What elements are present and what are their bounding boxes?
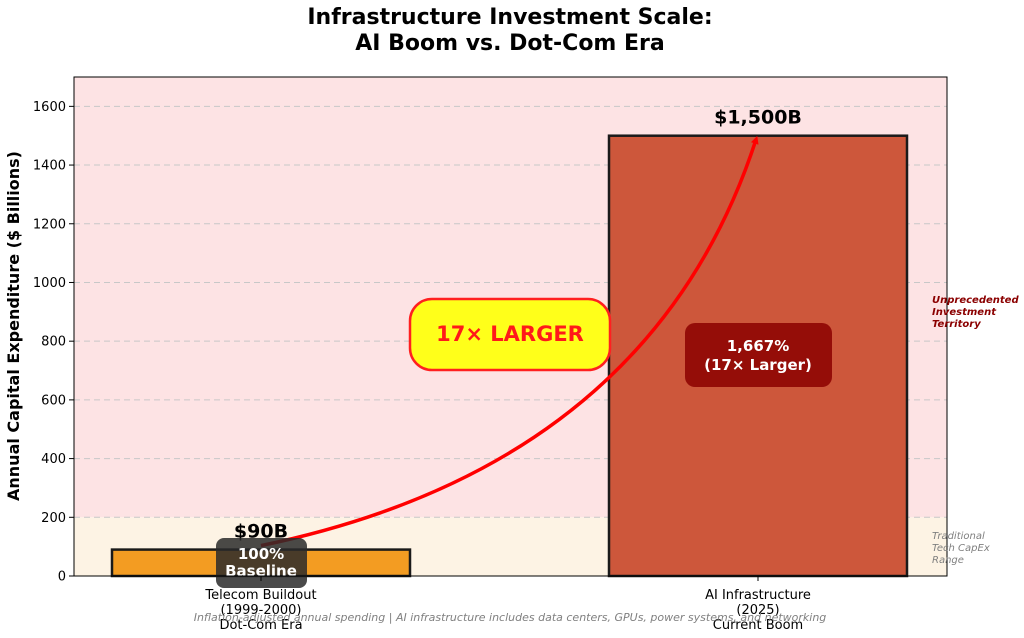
y-tick-label: 1200 xyxy=(33,217,66,232)
x-tick-label-1-line-0: AI Infrastructure xyxy=(705,588,811,603)
callout-text: 17× LARGER xyxy=(436,322,584,346)
chart-title-line-2: AI Boom vs. Dot-Com Era xyxy=(355,31,665,56)
y-tick-label: 0 xyxy=(58,570,66,585)
x-tick-label-1-line-1: (2025) xyxy=(736,603,779,618)
y-axis: 0 200 400 600 800 1000 1200 1400 1600 xyxy=(33,100,74,585)
y-axis-label: Annual Capital Expenditure ($ Billions) xyxy=(4,151,23,501)
inbar-label-1-line-1: 1,667% xyxy=(727,337,789,355)
x-tick-label-0-line-1: (1999-2000) xyxy=(220,603,301,618)
y-tick-label: 400 xyxy=(41,452,66,467)
band-note-unprecedented-line-2: Territory xyxy=(932,319,981,330)
band-note-traditional-line-1: Tech CapEx xyxy=(932,543,990,554)
plot-frame xyxy=(73,76,948,577)
growth-arrow xyxy=(260,135,759,548)
footer-note: Inflation-adjusted annual spending | AI … xyxy=(194,611,827,624)
x-tick-label-1-line-2: Current Boom xyxy=(713,618,803,633)
growth-arrow-path xyxy=(260,135,759,548)
x-axis: Telecom Buildout(1999-2000)Dot-Com Era AI… xyxy=(204,576,811,633)
y-tick-label: 200 xyxy=(41,511,66,526)
y-tick-label: 1000 xyxy=(33,276,66,291)
inbar-label-0-line-1: 100% xyxy=(238,545,284,563)
callout-box xyxy=(408,297,612,372)
gridlines xyxy=(74,105,947,518)
y-tick-label: 1400 xyxy=(33,159,66,174)
band-note-traditional-line-2: Range xyxy=(932,555,964,566)
inbar-label-1-line-2: (17× Larger) xyxy=(704,356,812,374)
chart-title-line-1: Infrastructure Investment Scale: xyxy=(307,5,712,30)
y-tick-label: 1600 xyxy=(33,100,66,115)
band-note-traditional-line-0: Traditional xyxy=(932,531,985,542)
band-note-unprecedented-line-1: Investment xyxy=(932,307,997,318)
growth-callout: 17× LARGER xyxy=(408,297,612,372)
inbar-box-1 xyxy=(685,323,832,387)
y-tick-label: 600 xyxy=(41,393,66,408)
x-tick-label-0-line-2: Dot-Com Era xyxy=(219,618,302,633)
value-label-1: $1,500B xyxy=(714,107,802,129)
y-tick-label: 800 xyxy=(41,335,66,350)
band-note-unprecedented-line-0: Unprecedented xyxy=(932,295,1019,306)
value-label-0: $90B xyxy=(234,521,288,543)
x-tick-label-0-line-0: Telecom Buildout xyxy=(204,588,316,603)
